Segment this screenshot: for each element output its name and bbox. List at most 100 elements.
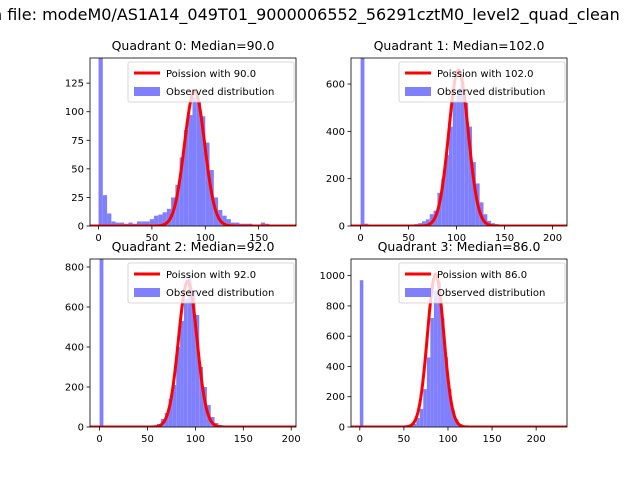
y-tick-label: 50 bbox=[71, 164, 84, 175]
legend-entry-observed: Observed distribution bbox=[437, 288, 545, 299]
histogram-bar bbox=[176, 347, 181, 427]
legend-entry-observed: Observed distribution bbox=[166, 288, 274, 299]
y-tick-label: 200 bbox=[326, 392, 345, 403]
y-tick-label: 75 bbox=[71, 136, 84, 147]
histogram-bar bbox=[437, 281, 441, 427]
y-tick-label: 600 bbox=[326, 80, 345, 91]
x-tick-label: 150 bbox=[249, 233, 268, 244]
y-tick-label: 400 bbox=[326, 127, 345, 138]
histogram-bar bbox=[205, 142, 210, 226]
y-tick-label: 100 bbox=[65, 107, 84, 118]
histogram-bar bbox=[183, 299, 188, 427]
y-tick-label: 200 bbox=[65, 383, 84, 394]
histogram-bar bbox=[145, 221, 150, 226]
axes-frame bbox=[350, 258, 568, 428]
histogram-bar bbox=[448, 126, 453, 226]
histogram-bar bbox=[115, 222, 120, 226]
histogram-bar bbox=[107, 213, 112, 226]
legend: Poission with 102.0 Observed distribution bbox=[398, 61, 566, 103]
histogram-bar bbox=[422, 221, 426, 226]
histogram-bar bbox=[447, 389, 452, 427]
histogram-bar bbox=[158, 214, 163, 226]
y-tick-label: 800 bbox=[65, 263, 84, 274]
x-tick-label: 200 bbox=[282, 434, 301, 445]
histogram-bar bbox=[180, 321, 184, 427]
legend-patch-swatch bbox=[405, 288, 431, 297]
histogram-bar bbox=[196, 101, 202, 226]
subplot-title: Quadrant 2: Median=92.0 bbox=[112, 239, 275, 254]
histogram-bar bbox=[360, 58, 365, 226]
x-tick-label: 50 bbox=[398, 434, 411, 445]
histogram-bar bbox=[111, 221, 116, 226]
legend-entry-observed: Observed distribution bbox=[166, 87, 274, 98]
histogram-bar bbox=[199, 367, 204, 427]
poisson-curve bbox=[351, 272, 567, 427]
histogram-bar bbox=[359, 280, 364, 427]
y-tick-label: 0 bbox=[339, 222, 345, 233]
subplot-quadrant-0: 0 50 100 150 0 25 50 75 100 125 Quadrant 0: Median… bbox=[65, 38, 297, 244]
x-tick-label: 100 bbox=[196, 233, 215, 244]
histogram-bar bbox=[425, 219, 430, 226]
histogram-bar bbox=[460, 84, 465, 226]
legend-box bbox=[127, 61, 295, 103]
histogram-bar bbox=[141, 221, 146, 226]
histogram-bar bbox=[179, 157, 184, 226]
x-tick-label: 100 bbox=[438, 434, 457, 445]
y-tick-label: 0 bbox=[78, 222, 84, 233]
subplot-quadrant-1: 0 50 100 150 200 0 200 400 600 Quadrant 1: Median… bbox=[326, 38, 568, 244]
axes-frame bbox=[350, 57, 568, 227]
histogram-bar bbox=[445, 155, 449, 226]
histogram-bar bbox=[226, 219, 231, 226]
histogram-bar bbox=[149, 219, 155, 226]
y-tick-label: 0 bbox=[339, 423, 345, 434]
histogram-bar bbox=[483, 214, 488, 226]
histogram-bar bbox=[191, 291, 196, 427]
y-tick-label: 25 bbox=[71, 193, 84, 204]
y-tick-label: 400 bbox=[65, 343, 84, 354]
histogram-bar bbox=[423, 389, 427, 427]
histogram-bar bbox=[412, 423, 417, 427]
histogram-bar bbox=[444, 357, 448, 427]
histogram-bar bbox=[136, 221, 142, 226]
legend-entry-poisson: Poission with 102.0 bbox=[437, 69, 533, 80]
histogram-bar bbox=[166, 208, 172, 226]
x-tick-label: 100 bbox=[447, 233, 466, 244]
histogram-bar bbox=[464, 102, 469, 226]
subplot-title: Quadrant 0: Median=90.0 bbox=[112, 38, 275, 53]
figure-suptitle: n file: modeM0/AS1A14_049T01_9000006552_… bbox=[0, 5, 620, 24]
axes-frame bbox=[89, 258, 297, 428]
y-tick-label: 1000 bbox=[320, 271, 345, 282]
y-tick-label: 400 bbox=[326, 362, 345, 373]
subplot-title: Quadrant 3: Median=86.0 bbox=[378, 239, 541, 254]
histogram-bar bbox=[471, 162, 476, 226]
legend-entry-poisson: Poission with 90.0 bbox=[166, 69, 256, 80]
subplot-quadrant-3: 0 50 100 150 200 0 200 400 600 800 1000 Quadrant 3:… bbox=[320, 239, 568, 445]
histogram-bar bbox=[187, 275, 192, 427]
histogram-bar bbox=[222, 215, 227, 226]
x-tick-label: 50 bbox=[402, 233, 415, 244]
x-tick-label: 200 bbox=[543, 233, 562, 244]
legend-patch-swatch bbox=[134, 87, 160, 96]
histogram-bar bbox=[260, 222, 266, 226]
histogram-bar bbox=[154, 215, 159, 226]
histogram-bar bbox=[162, 212, 167, 226]
histogram-bar bbox=[195, 315, 200, 427]
legend-patch-swatch bbox=[405, 87, 431, 96]
x-tick-label: 150 bbox=[234, 434, 253, 445]
legend-patch-swatch bbox=[134, 288, 160, 297]
histogram-bar bbox=[451, 410, 456, 427]
subplot-quadrant-2: 0 50 100 150 200 0 200 400 600 800 Quadrant 2: Med… bbox=[65, 239, 301, 445]
histogram-bar bbox=[235, 222, 240, 226]
legend-entry-observed: Observed distribution bbox=[437, 87, 545, 98]
y-tick-label: 200 bbox=[326, 174, 345, 185]
axes-frame bbox=[89, 57, 297, 227]
histogram-bar bbox=[419, 408, 424, 427]
y-tick-label: 0 bbox=[78, 423, 84, 434]
histogram-bar bbox=[168, 399, 173, 427]
x-tick-label: 50 bbox=[146, 233, 159, 244]
histogram-bar bbox=[429, 214, 434, 226]
histogram-bar bbox=[102, 195, 108, 226]
histogram-bar bbox=[192, 96, 197, 226]
x-tick-label: 200 bbox=[527, 434, 546, 445]
histogram-bar bbox=[128, 222, 133, 226]
